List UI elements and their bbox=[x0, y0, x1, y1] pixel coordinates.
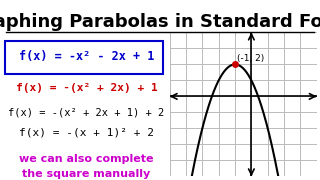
Text: we can also complete: we can also complete bbox=[19, 154, 154, 164]
Text: f(x) = -x² - 2x + 1: f(x) = -x² - 2x + 1 bbox=[19, 50, 154, 63]
Text: (-1, 2): (-1, 2) bbox=[237, 54, 265, 63]
Text: the square manually: the square manually bbox=[22, 169, 150, 179]
FancyBboxPatch shape bbox=[5, 41, 163, 74]
Text: f(x) = -(x + 1)² + 2: f(x) = -(x + 1)² + 2 bbox=[19, 128, 154, 138]
Text: f(x) = -(x² + 2x + 1) + 2: f(x) = -(x² + 2x + 1) + 2 bbox=[8, 107, 164, 117]
Text: f(x) = -(x² + 2x) + 1: f(x) = -(x² + 2x) + 1 bbox=[16, 84, 157, 93]
Text: Graphing Parabolas in Standard Form: Graphing Parabolas in Standard Form bbox=[0, 13, 320, 31]
